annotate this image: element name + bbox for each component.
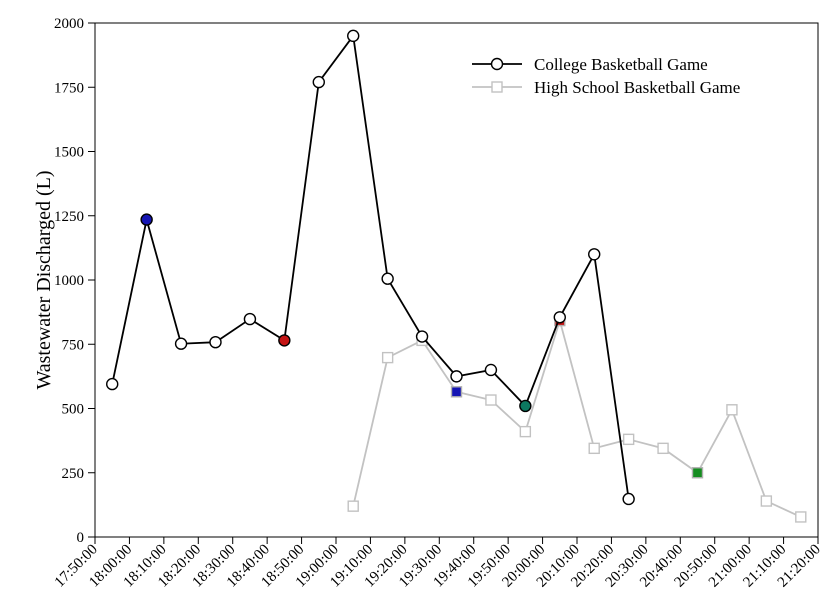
legend-high-school-marker bbox=[491, 81, 503, 93]
legend-college-marker bbox=[490, 57, 504, 71]
college-data-point bbox=[553, 311, 566, 324]
college-data-point bbox=[622, 492, 635, 506]
high-school-series-line bbox=[352, 317, 802, 518]
high-school-data-point bbox=[381, 351, 394, 364]
y-tick-label: 1000 bbox=[54, 273, 84, 289]
high-school-data-point bbox=[691, 467, 704, 479]
high-school-data-point bbox=[519, 425, 532, 438]
high-school-data-point bbox=[726, 404, 738, 416]
high-school-data-point bbox=[622, 433, 635, 446]
college-data-point bbox=[588, 248, 601, 261]
high-school-data-point bbox=[795, 511, 807, 523]
high-school-data-point bbox=[450, 386, 463, 398]
college-data-point bbox=[174, 337, 188, 350]
legend-high-school-label: High School Basketball Game bbox=[534, 78, 740, 97]
college-data-point bbox=[209, 335, 222, 349]
college-series-line bbox=[111, 33, 630, 500]
college-data-point bbox=[415, 330, 429, 343]
y-tick-label: 500 bbox=[62, 402, 85, 418]
legend-college-label: College Basketball Game bbox=[534, 55, 708, 74]
y-tick-label: 2000 bbox=[54, 16, 84, 32]
y-axis-label: Wastewater Discharged (L) bbox=[33, 170, 55, 389]
college-data-point bbox=[243, 312, 257, 326]
college-data-point bbox=[381, 272, 394, 285]
high-school-data-point bbox=[347, 500, 359, 512]
y-tick-label: 0 bbox=[77, 530, 85, 546]
y-tick-label: 750 bbox=[62, 337, 85, 353]
y-tick-label: 1250 bbox=[54, 209, 84, 225]
college-data-point bbox=[519, 399, 532, 413]
y-tick-label: 1500 bbox=[54, 145, 84, 161]
high-school-data-point bbox=[485, 394, 497, 406]
y-tick-label: 250 bbox=[62, 466, 85, 482]
y-tick-label: 1750 bbox=[54, 80, 84, 96]
college-data-point bbox=[484, 363, 498, 377]
college-data-point bbox=[312, 75, 325, 89]
college-data-point bbox=[140, 213, 153, 226]
high-school-data-point bbox=[760, 495, 773, 507]
high-school-data-point bbox=[588, 442, 600, 455]
college-data-point bbox=[450, 370, 463, 383]
college-data-point bbox=[347, 29, 360, 43]
plot-frame bbox=[94, 22, 819, 538]
college-data-point bbox=[106, 377, 119, 391]
college-data-point bbox=[278, 334, 291, 347]
high-school-data-point bbox=[657, 442, 669, 455]
